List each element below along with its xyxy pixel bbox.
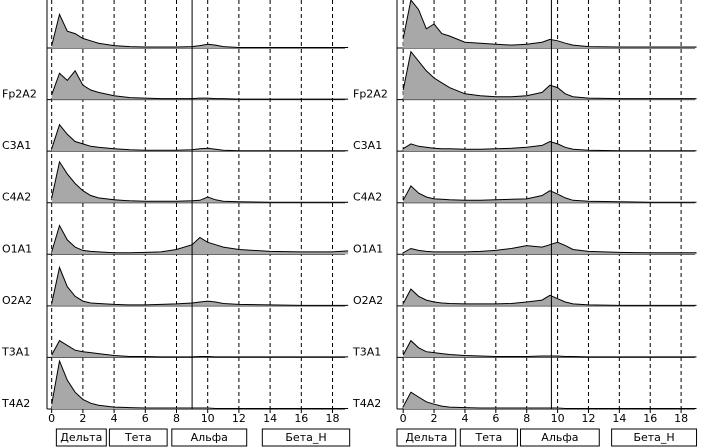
band-label: Альфа bbox=[541, 431, 578, 444]
spectrum-area bbox=[403, 242, 697, 255]
channel-label: O2A2 bbox=[353, 294, 383, 307]
spectrum-area bbox=[51, 361, 349, 409]
spectrum-line bbox=[51, 123, 349, 152]
spectrum-area bbox=[51, 340, 349, 358]
x-tick-label: 6 bbox=[492, 412, 499, 425]
band-label: Тета bbox=[124, 431, 152, 444]
spectrum-area bbox=[403, 392, 697, 409]
channel-label: T4A2 bbox=[1, 397, 30, 410]
band-label: Тета bbox=[475, 431, 503, 444]
spectrum-line bbox=[402, 185, 697, 203]
spectrum-area bbox=[51, 267, 349, 306]
channel-label: C4A2 bbox=[2, 191, 31, 204]
channel-label: Fp2A2 bbox=[2, 88, 37, 101]
x-tick-label: 4 bbox=[111, 412, 118, 425]
x-tick-label: 16 bbox=[643, 412, 657, 425]
x-tick-label: 0 bbox=[400, 412, 407, 425]
spectrum-area bbox=[51, 161, 349, 203]
spectrum-line bbox=[402, 241, 697, 254]
spectrum-line bbox=[402, 391, 697, 409]
spectrum-line bbox=[51, 265, 349, 306]
channel-label: O2A2 bbox=[2, 294, 32, 307]
band-label: Альфа bbox=[191, 431, 228, 444]
band-box bbox=[261, 428, 351, 447]
x-tick-label: 12 bbox=[232, 412, 246, 425]
spectrum-line bbox=[51, 359, 349, 409]
band-box bbox=[396, 428, 457, 447]
spectrum-area bbox=[403, 0, 697, 48]
x-tick-label: 4 bbox=[461, 412, 468, 425]
band-box bbox=[108, 428, 168, 447]
spectrum-area bbox=[51, 70, 349, 100]
channel-label: T4A2 bbox=[352, 397, 381, 410]
band-label: Дельта bbox=[405, 431, 447, 444]
x-tick-label: 8 bbox=[523, 412, 530, 425]
spectrum-line bbox=[51, 224, 349, 254]
x-tick-label: 16 bbox=[294, 412, 308, 425]
spectrum-line bbox=[51, 160, 349, 203]
channel-label: Fp2A2 bbox=[353, 88, 388, 101]
band-box bbox=[171, 428, 248, 447]
spectrum-area bbox=[51, 124, 349, 152]
x-tick-label: 12 bbox=[581, 412, 595, 425]
spectrum-area bbox=[51, 225, 349, 255]
x-tick-label: 2 bbox=[79, 412, 86, 425]
channel-label: O1A1 bbox=[353, 242, 383, 255]
spectrum-area bbox=[403, 141, 697, 152]
spectrum-line bbox=[402, 0, 697, 48]
x-tick-label: 6 bbox=[142, 412, 149, 425]
band-box bbox=[459, 428, 518, 447]
channel-label: T3A1 bbox=[352, 345, 381, 358]
channel-label: C3A1 bbox=[2, 139, 31, 152]
channel-label: C3A1 bbox=[353, 139, 382, 152]
band-label: Бета_Н bbox=[285, 431, 326, 444]
channel-label: O1A1 bbox=[2, 242, 32, 255]
spectrum-line bbox=[402, 140, 697, 152]
spectrum-area bbox=[51, 14, 349, 48]
spectrum-line bbox=[402, 50, 697, 100]
spectrum-area bbox=[403, 51, 697, 100]
x-tick-label: 14 bbox=[612, 412, 626, 425]
band-box bbox=[520, 428, 600, 447]
x-tick-label: 14 bbox=[263, 412, 277, 425]
channel-label: T3A1 bbox=[1, 345, 30, 358]
x-tick-label: 18 bbox=[326, 412, 340, 425]
x-tick-label: 10 bbox=[201, 412, 215, 425]
band-box bbox=[611, 428, 698, 447]
x-tick-label: 8 bbox=[173, 412, 180, 425]
spectrum-area bbox=[403, 185, 697, 203]
channel-label: C4A2 bbox=[353, 191, 382, 204]
spectrum-line bbox=[51, 339, 349, 358]
spectrum-area bbox=[403, 289, 697, 306]
x-tick-label: 18 bbox=[674, 412, 688, 425]
spectrum-area bbox=[403, 340, 697, 358]
spectrum-line bbox=[402, 288, 697, 306]
spectrum-line bbox=[402, 339, 697, 358]
spectrum-line bbox=[51, 12, 349, 48]
band-label: Бета_Н bbox=[633, 431, 674, 444]
x-tick-label: 0 bbox=[48, 412, 55, 425]
band-label: Дельта bbox=[60, 431, 102, 444]
spectrum-line bbox=[51, 69, 349, 100]
x-tick-label: 2 bbox=[431, 412, 438, 425]
x-tick-label: 10 bbox=[551, 412, 565, 425]
band-box bbox=[55, 428, 107, 447]
